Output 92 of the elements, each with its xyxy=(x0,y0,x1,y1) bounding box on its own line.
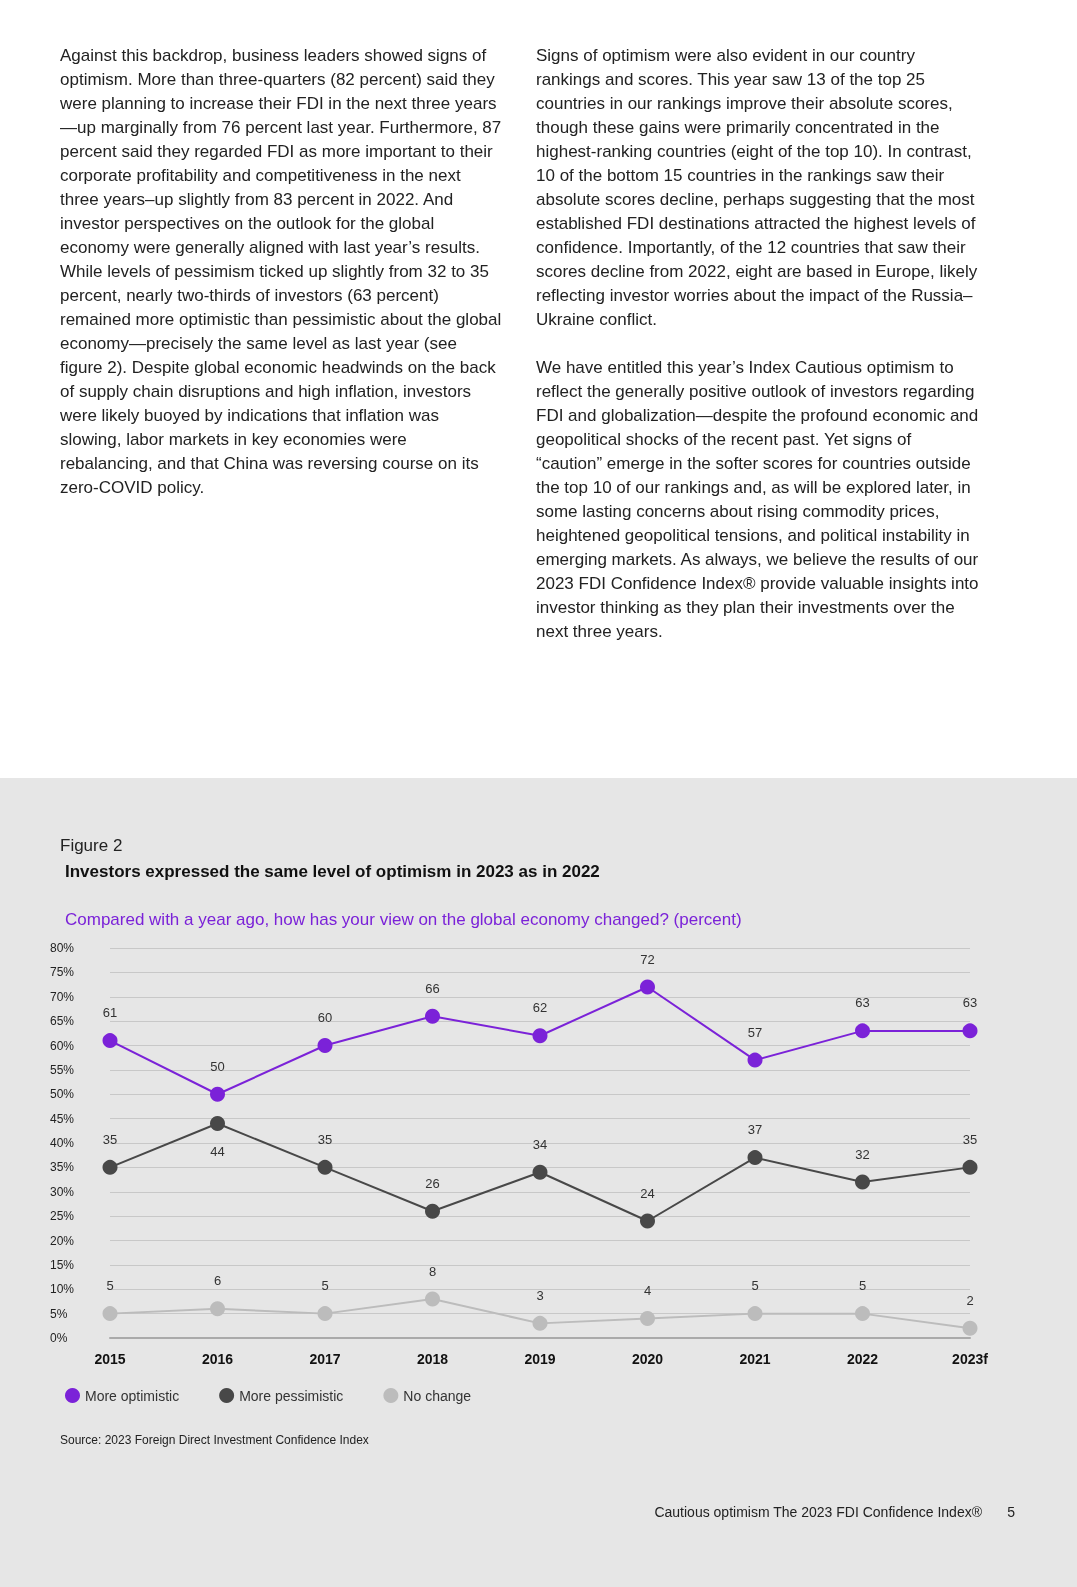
text: Against this backdrop, business leaders showed signs of optimism. More than three-quarters (82 percent) said they were planning to increase their FDI in the next three years—up marginally from 76 percent last year. Furthermore, 87 percent said they regarded FDI as more important to their corporate profitability and competitiveness in the next three years–up slightly from 83 percent in 2022. And investor perspectives on the outlook for the global economy were generally aligned with last year’s results. While levels of pessimism ticked up slightly from 32 to 35 percent, nearly two-thirds of investors (63 percent) remained more optimistic than pessimistic about the global economy—precisely the same level as last year (see figure 2). Despite global economic headwinds on the back of supply chain disruptions and high inflation, investors were likely buoyed by indications that inflation was slowing, labor markets in key economies were rebalancing, and that China was reversing course on its zero-COVID policy. xyxy=(60,46,502,497)
point xyxy=(532,1315,548,1331)
point xyxy=(102,1306,118,1322)
data-label: 24 xyxy=(640,1185,655,1201)
point xyxy=(962,1320,978,1336)
point xyxy=(640,1213,655,1229)
data-label: 5 xyxy=(751,1278,759,1294)
y-tick-label: 25% xyxy=(50,1209,75,1224)
x-tick-label: 2017 xyxy=(309,1351,341,1367)
legend-label: More pessimistic xyxy=(239,1387,344,1404)
point xyxy=(640,1311,655,1326)
data-label: 5 xyxy=(321,1278,329,1294)
legend-label: More optimistic xyxy=(85,1387,180,1404)
y-tick-label: 65% xyxy=(50,1014,75,1029)
point xyxy=(425,1203,440,1219)
point xyxy=(317,1038,333,1053)
point xyxy=(747,1052,763,1068)
y-tick-label: 70% xyxy=(50,989,75,1004)
data-label: 63 xyxy=(962,995,978,1011)
text: Signs of optimism were also evident in our country rankings and scores. This year saw 13 of the top 25 countries in our rankings improve their absolute scores, though these gains were primarily concentrated in the highest-ranking countries (eight of the top 10). In contrast, 10 of the bottom 15 countries in the rankings saw their absolute scores decline, perhaps suggesting that the most established FDI destinations attracted the highest levels of confidence. Importantly, of the 12 countries that saw their scores decline from 2022, eight are based in Europe, likely reflecting investor worries about the impact of the Russia–Ukraine conflict. xyxy=(536,46,978,329)
data-label: 34 xyxy=(532,1136,548,1152)
point xyxy=(102,1033,118,1049)
text: 5 xyxy=(1007,1503,1015,1522)
x-tick-label: 2021 xyxy=(739,1351,771,1367)
y-tick-label: 5% xyxy=(50,1306,68,1321)
point xyxy=(640,979,655,995)
y-tick-label: 50% xyxy=(50,1087,75,1102)
data-label: 5 xyxy=(106,1278,114,1294)
point xyxy=(855,1306,870,1322)
x-tick-label: 2019 xyxy=(524,1351,556,1367)
x-tick-label: 2020 xyxy=(631,1351,664,1367)
data-label: 72 xyxy=(640,951,655,967)
point xyxy=(317,1159,333,1175)
y-tick-label: 30% xyxy=(50,1184,75,1199)
point xyxy=(210,1301,225,1317)
point xyxy=(747,1306,763,1322)
point xyxy=(855,1023,870,1039)
data-label: 2 xyxy=(966,1292,974,1308)
data-label: 57 xyxy=(747,1024,763,1040)
y-tick-label: 0% xyxy=(50,1331,68,1345)
y-tick-label: 60% xyxy=(50,1038,75,1053)
y-tick-label: 80% xyxy=(50,941,75,955)
data-label: 6 xyxy=(213,1273,222,1289)
data-label: 44 xyxy=(210,1144,225,1159)
point xyxy=(532,1164,548,1180)
caption: Figure 2 xyxy=(60,835,123,857)
point xyxy=(532,1028,548,1044)
text: We have entitled this year’s Index Cautious optimism to reflect the generally positive outlook of investors regarding FDI and globalization—despite the profound economic and geopolitical shocks of the recent past. Yet signs of “caution” emerge in the softer scores for countries outside the top 10 of our rankings and, as will be explored later, in some lasting concerns about rising commodity prices, heightened geopolitical tensions, and political instability in emerging markets. As always, we believe the results of our 2023 FDI Confidence Index® provide valuable insights into investor thinking as they plan their investments over the next three years. xyxy=(536,358,979,641)
data-label: 5 xyxy=(858,1278,867,1294)
y-tick-label: 10% xyxy=(50,1282,75,1297)
data-label: 63 xyxy=(855,995,870,1011)
data-label: 66 xyxy=(425,980,440,996)
data-label: 3 xyxy=(536,1287,544,1303)
y-tick-label: 75% xyxy=(50,965,75,980)
data-label: 35 xyxy=(317,1131,333,1147)
point xyxy=(962,1023,978,1039)
data-label: 4 xyxy=(643,1283,652,1298)
point xyxy=(317,1306,333,1322)
data-label: 35 xyxy=(962,1131,978,1147)
point xyxy=(962,1159,978,1175)
point xyxy=(102,1159,118,1175)
point xyxy=(425,1291,440,1307)
text: Cautious optimism The 2023 FDI Confidence Index® xyxy=(654,1503,982,1522)
source-note: Source: 2023 Foreign Direct Investment Confidence Index xyxy=(60,1432,369,1449)
x-tick-label: 2015 xyxy=(94,1351,126,1367)
y-tick-label: 45% xyxy=(50,1111,75,1126)
y-tick-label: 40% xyxy=(50,1136,75,1150)
data-label: 50 xyxy=(210,1058,225,1074)
y-tick-label: 35% xyxy=(50,1160,75,1175)
x-tick-label: 2022 xyxy=(846,1351,879,1367)
data-label: 35 xyxy=(102,1131,118,1147)
y-tick-label: 20% xyxy=(50,1233,75,1248)
data-label: 32 xyxy=(855,1146,870,1162)
y-tick-label: 55% xyxy=(50,1062,75,1077)
x-tick-label: 2016 xyxy=(201,1351,234,1367)
data-label: 26 xyxy=(425,1175,440,1191)
data-label: 37 xyxy=(747,1122,763,1138)
data-label: 62 xyxy=(532,1000,548,1016)
data-label: 61 xyxy=(102,1005,118,1021)
x-tick-label: 2023f xyxy=(952,1351,989,1367)
point xyxy=(855,1174,870,1190)
y-tick-label: 15% xyxy=(50,1257,75,1272)
point xyxy=(210,1086,225,1102)
chart-subtitle: Compared with a year ago, how has your view on the global economy changed? (percent) xyxy=(65,910,742,929)
data-label: 60 xyxy=(317,1010,333,1025)
point xyxy=(425,1008,440,1024)
legend-label: No change xyxy=(403,1387,472,1404)
chart-title: Investors expressed the same level of optimism in 2023 as in 2022 xyxy=(65,862,600,881)
point xyxy=(747,1150,763,1166)
x-tick-label: 2018 xyxy=(416,1351,449,1367)
data-label: 8 xyxy=(428,1263,437,1279)
point xyxy=(210,1116,225,1131)
